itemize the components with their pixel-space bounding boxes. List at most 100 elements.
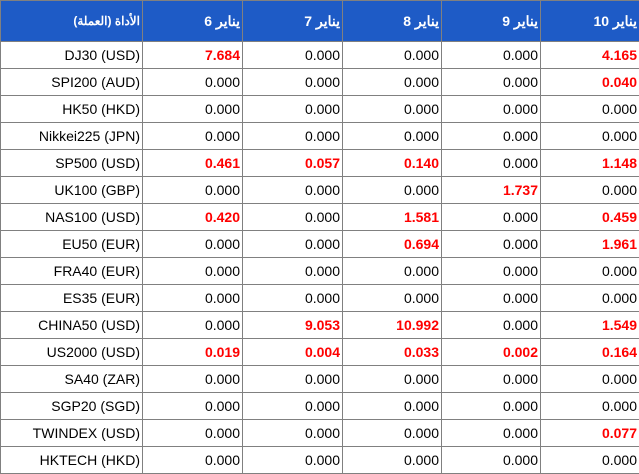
- value-cell: 0.000: [442, 285, 541, 312]
- value-cell: 4.165: [541, 42, 639, 69]
- value-cell: 1.961: [541, 231, 639, 258]
- value-cell: 0.000: [143, 366, 243, 393]
- value-cell: 10.992: [343, 312, 442, 339]
- value-cell: 0.000: [343, 69, 442, 96]
- value-cell: 0.000: [442, 42, 541, 69]
- value-cell: 0.000: [541, 96, 639, 123]
- value-cell: 0.000: [442, 231, 541, 258]
- value-cell: 0.000: [143, 69, 243, 96]
- instrument-cell: SPI200 (AUD): [1, 69, 143, 96]
- value-cell: 0.000: [243, 123, 343, 150]
- value-cell: 0.000: [442, 420, 541, 447]
- value-cell: 0.000: [343, 366, 442, 393]
- instrument-cell: EU50 (EUR): [1, 231, 143, 258]
- value-cell: 1.581: [343, 204, 442, 231]
- value-cell: 0.000: [343, 177, 442, 204]
- value-cell: 1.737: [442, 177, 541, 204]
- value-cell: 0.000: [243, 420, 343, 447]
- value-cell: 0.000: [442, 69, 541, 96]
- value-cell: 0.077: [541, 420, 639, 447]
- value-cell: 0.019: [143, 339, 243, 366]
- value-cell: 0.002: [442, 339, 541, 366]
- value-cell: 0.000: [343, 42, 442, 69]
- value-cell: 0.000: [541, 447, 639, 474]
- value-cell: 0.000: [343, 96, 442, 123]
- value-cell: 0.000: [442, 204, 541, 231]
- value-cell: 0.000: [343, 447, 442, 474]
- header-date-3: يناير 8: [343, 1, 442, 42]
- value-cell: 0.000: [541, 123, 639, 150]
- instrument-cell: US2000 (USD): [1, 339, 143, 366]
- value-cell: 0.000: [143, 258, 243, 285]
- value-cell: 0.000: [343, 285, 442, 312]
- instrument-cell: SGP20 (SGD): [1, 393, 143, 420]
- value-cell: 0.000: [143, 96, 243, 123]
- value-cell: 0.459: [541, 204, 639, 231]
- value-cell: 0.000: [143, 285, 243, 312]
- value-cell: 0.000: [243, 204, 343, 231]
- value-cell: 0.000: [541, 393, 639, 420]
- value-cell: 0.140: [343, 150, 442, 177]
- value-cell: 0.000: [442, 96, 541, 123]
- value-cell: 0.164: [541, 339, 639, 366]
- value-cell: 0.000: [243, 393, 343, 420]
- value-cell: 0.000: [442, 123, 541, 150]
- value-cell: 0.000: [442, 258, 541, 285]
- value-cell: 0.004: [243, 339, 343, 366]
- header-row: (العملة) الأداة يناير 6 يناير 7 يناير 8 …: [1, 1, 639, 42]
- value-cell: 0.000: [442, 150, 541, 177]
- value-cell: 7.684: [143, 42, 243, 69]
- value-cell: 0.000: [143, 177, 243, 204]
- value-cell: 0.000: [343, 123, 442, 150]
- value-cell: 1.549: [541, 312, 639, 339]
- header-date-2: يناير 7: [243, 1, 343, 42]
- value-cell: 0.000: [343, 258, 442, 285]
- instrument-cell: ES35 (EUR): [1, 285, 143, 312]
- value-cell: 0.000: [143, 447, 243, 474]
- value-cell: 0.033: [343, 339, 442, 366]
- header-date-4: يناير 9: [442, 1, 541, 42]
- value-cell: 0.000: [541, 258, 639, 285]
- instrument-cell: TWINDEX (USD): [1, 420, 143, 447]
- value-cell: 0.000: [442, 366, 541, 393]
- value-cell: 0.000: [243, 96, 343, 123]
- value-cell: 0.694: [343, 231, 442, 258]
- value-cell: 0.000: [243, 177, 343, 204]
- instrument-cell: HK50 (HKD): [1, 96, 143, 123]
- instrument-cell: NAS100 (USD): [1, 204, 143, 231]
- value-cell: 0.000: [143, 393, 243, 420]
- value-cell: 9.053: [243, 312, 343, 339]
- value-cell: 0.000: [243, 231, 343, 258]
- instrument-cell: HKTECH (HKD): [1, 447, 143, 474]
- value-cell: 0.000: [442, 393, 541, 420]
- value-cell: 0.000: [143, 231, 243, 258]
- instrument-cell: DJ30 (USD): [1, 42, 143, 69]
- value-cell: 0.000: [442, 312, 541, 339]
- value-cell: 0.000: [143, 420, 243, 447]
- value-cell: 0.000: [343, 420, 442, 447]
- value-cell: 0.461: [143, 150, 243, 177]
- instrument-cell: SP500 (USD): [1, 150, 143, 177]
- value-cell: 0.040: [541, 69, 639, 96]
- value-cell: 0.000: [541, 285, 639, 312]
- value-cell: 0.000: [243, 69, 343, 96]
- value-cell: 0.000: [243, 447, 343, 474]
- value-cell: 0.000: [143, 123, 243, 150]
- header-date-5: يناير 10: [541, 1, 639, 42]
- value-cell: 0.000: [442, 447, 541, 474]
- value-cell: 1.148: [541, 150, 639, 177]
